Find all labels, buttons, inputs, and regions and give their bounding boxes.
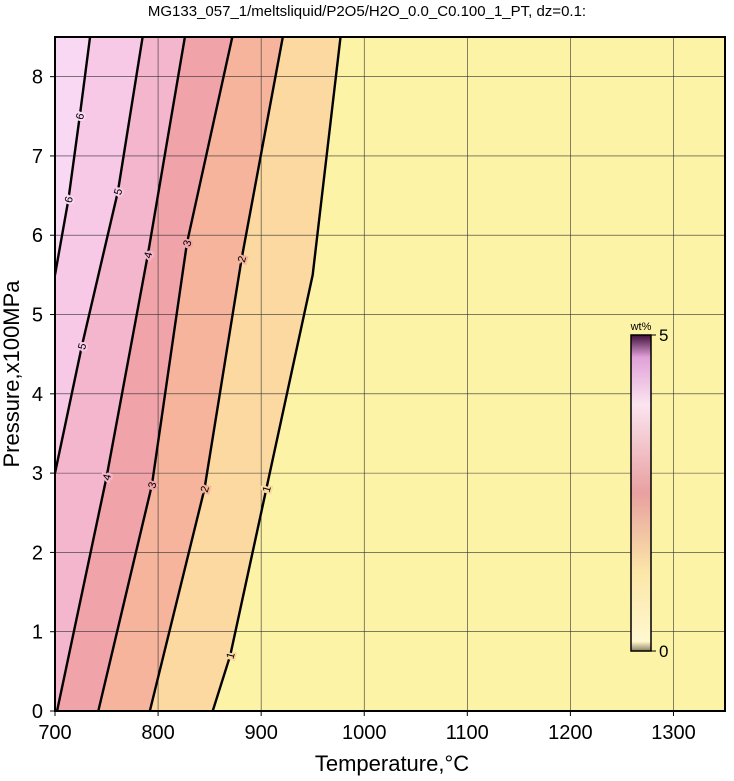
y-tick-label: 4	[32, 384, 43, 406]
contour-fill	[55, 37, 143, 711]
contour-line	[55, 37, 187, 711]
y-axis-label: Pressure,x100MPa	[0, 280, 24, 468]
contour-line	[148, 37, 284, 711]
x-tick-label: 1100	[446, 722, 489, 744]
y-tick-label: 8	[32, 67, 43, 89]
y-tick-label: 1	[32, 622, 43, 644]
x-tick-label: 1000	[342, 722, 387, 744]
colorbar	[630, 334, 652, 652]
x-tick-label: 1300	[651, 722, 696, 744]
overlay: 700 800 900 1000 1100 1200 1300 0 1 2 3 4 5 6 7 8 wt% 0 5	[32, 36, 726, 744]
x-tick-label: 800	[141, 722, 174, 744]
chart-title: MG133_057_1/meltsliquid/P2O5/H2O_0.0_C0.…	[148, 3, 586, 20]
y-tick-label: 0	[32, 701, 43, 723]
contour-line	[97, 37, 234, 711]
y-tick-label: 3	[32, 463, 43, 485]
plot-frame	[54, 36, 726, 712]
contour-line	[211, 37, 342, 711]
x-tick-label: 700	[38, 722, 71, 744]
colorbar-tick-label: 5	[659, 326, 668, 345]
contour-line	[55, 37, 144, 474]
contour-fill	[55, 37, 91, 711]
y-tick-label: 7	[32, 146, 43, 168]
colorbar-label: wt%	[630, 321, 652, 333]
colorbar-tick-label: 0	[659, 642, 668, 661]
y-tick-label: 2	[32, 542, 43, 564]
y-tick-label: 5	[32, 305, 43, 327]
x-tick-label: 1200	[548, 722, 593, 744]
y-tick-label: 6	[32, 225, 43, 247]
contour-line	[55, 37, 92, 276]
x-tick-label: 900	[244, 722, 277, 744]
x-axis-label: Temperature,°C	[315, 751, 469, 776]
